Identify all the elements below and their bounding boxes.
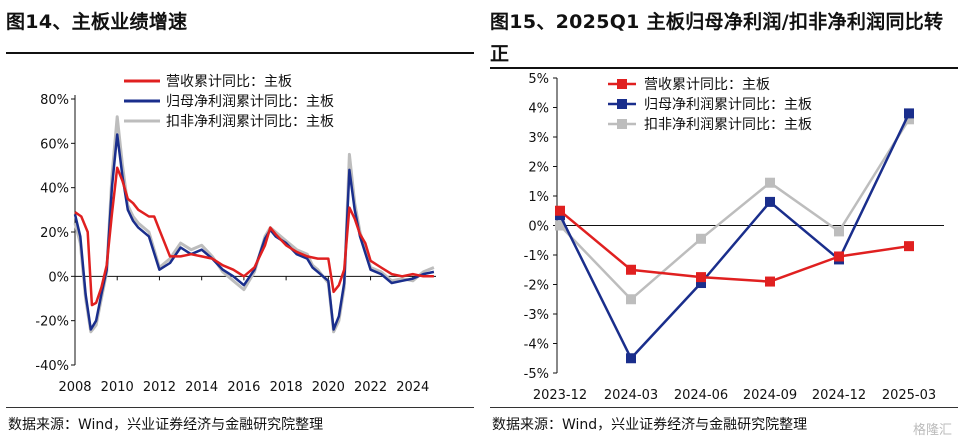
y-tick-label: -4% [524, 338, 549, 353]
right-chart-panel: 图15、2025Q1 主板归母净利润/扣非净利润同比转正 -5% -4% -3% -2… [484, 0, 962, 442]
y-tick-label: -20% [35, 315, 69, 330]
legend-label-3: 扣非净利润累计同比：主板 [644, 117, 812, 133]
legend-label-1: 营收累计同比：主板 [166, 74, 292, 90]
series-line-1 [74, 166, 434, 307]
series-line-3 [73, 115, 435, 334]
x-tick-label: 2022 [354, 380, 387, 395]
series-1-marker [555, 205, 565, 216]
series-2-marker [904, 108, 914, 119]
y-tick-label: 60% [40, 137, 69, 152]
series-line-3 [559, 118, 911, 301]
x-tick-label: 2010 [101, 380, 134, 395]
legend-marker-2 [617, 99, 627, 109]
series-2-marker [696, 278, 706, 289]
y-tick-label: 4% [528, 102, 549, 117]
legend-label-2: 归母净利润累计同比：主板 [166, 93, 334, 110]
y-tick-label: -40% [35, 359, 69, 374]
series-3-marker [555, 220, 565, 231]
left-source-rule [6, 407, 474, 408]
series-3-marker [626, 294, 636, 305]
left-title-rule [6, 52, 474, 54]
right-title-rule [490, 67, 958, 69]
series-3-marker [904, 114, 914, 125]
series-3-marker [765, 177, 775, 188]
x-tick-label: 2025-03 [882, 388, 936, 403]
left-line-chart: -40% -20% 0% 20% 40% 60% 80% 2008 2010 2012 2014 20… [35, 74, 436, 395]
series-3-marker [696, 233, 706, 244]
right-source-note: 数据来源：Wind，兴业证券经济与金融研究院整理 [492, 417, 808, 433]
y-tick-label: 1% [528, 190, 549, 205]
y-tick-label: -2% [524, 279, 549, 294]
y-tick-label: 5% [528, 72, 549, 87]
watermark-logo: 格隆汇 [912, 423, 952, 438]
right-source-rule [490, 407, 958, 408]
x-tick-label: 2024-09 [743, 388, 797, 403]
x-tick-label: 2014 [185, 380, 218, 395]
left-chart-panel: 图14、主板业绩增速 -40% -20% 0% 20% 40% 60% 80% 2008 201… [0, 0, 478, 442]
series-line-1 [559, 209, 910, 283]
series-2-marker [626, 353, 636, 364]
y-tick-label: -5% [524, 367, 549, 382]
series-1-marker [626, 264, 636, 275]
x-tick-label: 2020 [312, 380, 345, 395]
y-tick-label: 2% [528, 161, 549, 176]
x-tick-label: 2024-12 [812, 388, 866, 403]
y-tick-label: 0% [528, 220, 549, 235]
y-tick-label: -1% [524, 249, 549, 264]
series-3-marker [834, 226, 844, 237]
y-tick-label: 20% [40, 226, 69, 241]
y-tick-label: -3% [524, 308, 549, 323]
x-tick-label: 2024 [396, 380, 429, 395]
legend-marker-3 [617, 119, 627, 129]
legend-marker-1 [617, 79, 627, 89]
x-tick-label: 2024-03 [604, 388, 658, 403]
series-1-marker [765, 276, 775, 287]
series-2-marker [765, 196, 775, 207]
legend-label-2: 归母净利润累计同比：主板 [644, 96, 812, 113]
series-line-2 [558, 112, 911, 360]
legend-label-3: 扣非净利润累计同比：主板 [166, 114, 334, 130]
right-chart-title: 图15、2025Q1 主板归母净利润/扣非净利润同比转正 [490, 11, 944, 65]
x-tick-label: 2023-12 [533, 388, 587, 403]
x-tick-label: 2024-06 [674, 388, 728, 403]
x-tick-label: 2008 [58, 380, 91, 395]
series-1-marker [904, 241, 914, 252]
series-line-2 [73, 133, 435, 331]
y-tick-label: 0% [48, 270, 69, 285]
series-1-marker [696, 272, 706, 283]
legend-label-1: 营收累计同比：主板 [644, 77, 770, 93]
y-tick-label: 3% [528, 131, 549, 146]
y-tick-label: 80% [40, 93, 69, 108]
right-line-chart: -5% -4% -3% -2% -1% 0% 1% 2% 3% 4% 5% 2023-12 2024-0… [524, 72, 944, 403]
y-tick-label: 40% [40, 182, 69, 197]
x-tick-label: 2012 [143, 380, 176, 395]
series-1-marker [834, 251, 844, 262]
left-source-note: 数据来源：Wind，兴业证券经济与金融研究院整理 [8, 417, 324, 433]
left-chart-title: 图14、主板业绩增速 [6, 11, 188, 33]
x-tick-label: 2016 [227, 380, 260, 395]
x-tick-label: 2018 [270, 380, 303, 395]
